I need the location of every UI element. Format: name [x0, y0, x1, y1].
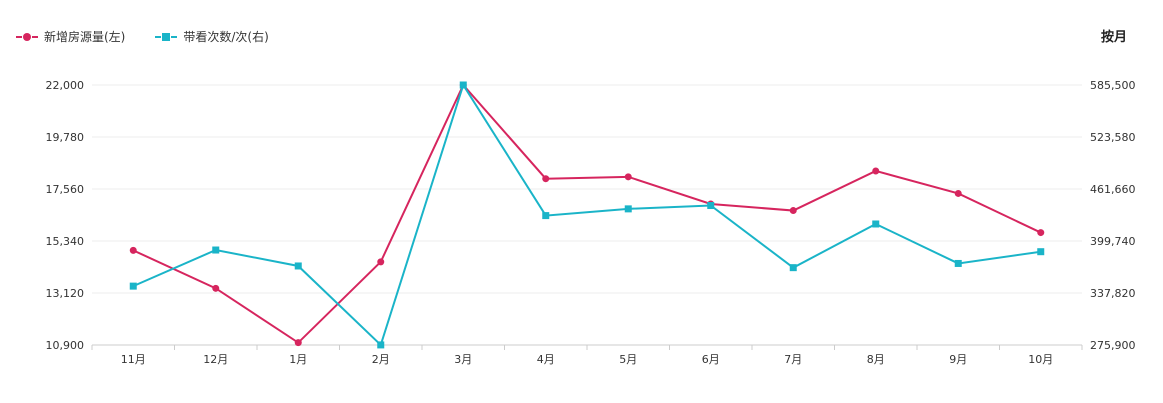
x-tick-label: 7月 [784, 353, 802, 366]
data-point-circle [294, 339, 302, 347]
y-right-tick-label: 585,500 [1090, 79, 1136, 92]
x-tick-label: 6月 [702, 353, 720, 366]
data-point-square [1037, 248, 1045, 256]
data-point-circle [212, 284, 220, 292]
x-tick-label: 11月 [121, 353, 146, 366]
x-tick-label: 9月 [949, 353, 967, 366]
data-point-square [542, 212, 550, 220]
y-left-tick-label: 17,560 [46, 183, 85, 196]
data-point-circle [872, 167, 880, 175]
data-point-square [459, 81, 467, 89]
data-point-square [624, 205, 632, 213]
data-point-circle [789, 207, 797, 215]
legend-swatch-square-icon [155, 32, 178, 42]
data-point-square [789, 264, 797, 272]
x-tick-label: 5月 [619, 353, 637, 366]
data-point-square [212, 246, 220, 254]
x-tick-label: 1月 [289, 353, 307, 366]
y-right-tick-label: 461,660 [1090, 183, 1136, 196]
legend-swatch-circle-icon [16, 32, 38, 42]
y-left-tick-label: 10,900 [46, 339, 85, 352]
data-point-square [377, 341, 385, 349]
x-tick-label: 12月 [203, 353, 228, 366]
data-point-square [129, 282, 137, 290]
data-point-circle [1037, 229, 1045, 237]
legend-item-series1[interactable]: 新增房源量(左) [16, 28, 125, 45]
x-tick-label: 2月 [372, 353, 390, 366]
period-label[interactable]: 按月 [1100, 30, 1127, 45]
x-tick-label: 10月 [1028, 353, 1053, 366]
x-tick-label: 4月 [537, 353, 555, 366]
data-point-square [872, 220, 880, 228]
legend-item-series2[interactable]: 带看次数/次(右) [155, 28, 269, 45]
y-left-tick-label: 13,120 [46, 287, 85, 300]
y-right-tick-label: 399,740 [1090, 235, 1136, 248]
y-right-tick-label: 275,900 [1090, 339, 1136, 352]
data-point-square [707, 202, 715, 210]
x-tick-label: 8月 [867, 353, 885, 366]
data-point-circle [542, 175, 550, 183]
legend-label-series1: 新增房源量(左) [44, 30, 126, 44]
series-line-1 [132, 83, 1042, 344]
data-point-circle [624, 173, 632, 181]
y-left-tick-label: 19,780 [46, 131, 85, 144]
y-left-tick-label: 22,000 [46, 79, 85, 92]
x-tick-label: 3月 [454, 353, 472, 366]
data-point-circle [954, 189, 962, 197]
data-point-square [294, 262, 302, 270]
series-line-2 [132, 82, 1041, 347]
legend-label-series2: 带看次数/次(右) [183, 30, 269, 44]
data-point-circle [129, 246, 137, 254]
y-left-tick-label: 15,340 [46, 235, 85, 248]
legend: 新增房源量(左) 带看次数/次(右) [16, 28, 269, 45]
data-point-circle [377, 258, 385, 266]
y-right-tick-label: 523,580 [1090, 131, 1136, 144]
y-right-tick-label: 337,820 [1090, 287, 1136, 300]
data-point-square [954, 259, 962, 267]
